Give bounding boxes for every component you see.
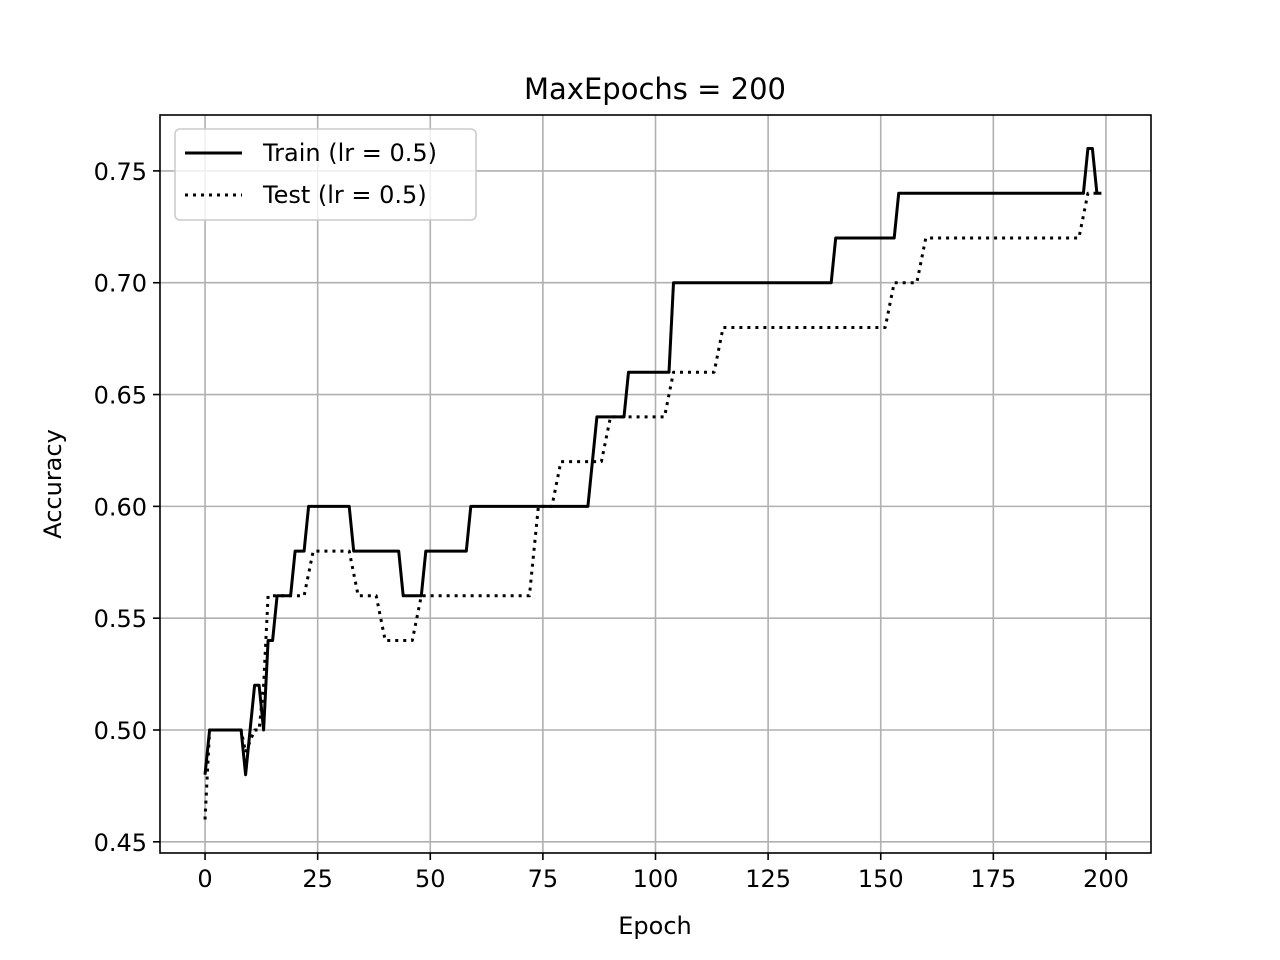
chart-title: MaxEpochs = 200: [524, 72, 786, 106]
x-tick-label: 200: [1083, 865, 1129, 893]
grid: [160, 115, 1151, 853]
x-tick-label: 25: [302, 865, 333, 893]
axis-ticks: 0 25 50 75 100 125 150 175 200 0.45 0.50 0.55 0.60 0.…: [94, 158, 1129, 893]
test-series-line: [203, 191, 1102, 820]
y-tick-label: 0.50: [94, 717, 147, 745]
x-tick-label: 150: [858, 865, 904, 893]
x-tick-label: 125: [745, 865, 791, 893]
y-tick-label: 0.70: [94, 270, 147, 298]
x-axis-label: Epoch: [618, 912, 692, 940]
x-tick-label: 175: [970, 865, 1016, 893]
y-tick-label: 0.60: [94, 493, 147, 521]
y-tick-label: 0.75: [94, 158, 147, 186]
x-tick-label: 50: [415, 865, 446, 893]
train-series-line: [203, 147, 1102, 777]
y-tick-label: 0.45: [94, 829, 147, 857]
y-axis-label: Accuracy: [39, 429, 67, 539]
y-tick-label: 0.55: [94, 605, 147, 633]
legend-box: [174, 128, 477, 221]
x-tick-label: 75: [528, 865, 559, 893]
legend-train-label: Train (lr = 0.5): [262, 139, 437, 167]
legend-test-label: Test (lr = 0.5): [262, 181, 427, 209]
x-tick-label: 0: [197, 865, 212, 893]
y-tick-label: 0.65: [94, 382, 147, 410]
series-lines: [203, 147, 1102, 820]
legend: Train (lr = 0.5) Test (lr = 0.5): [174, 128, 477, 221]
x-tick-label: 100: [633, 865, 679, 893]
